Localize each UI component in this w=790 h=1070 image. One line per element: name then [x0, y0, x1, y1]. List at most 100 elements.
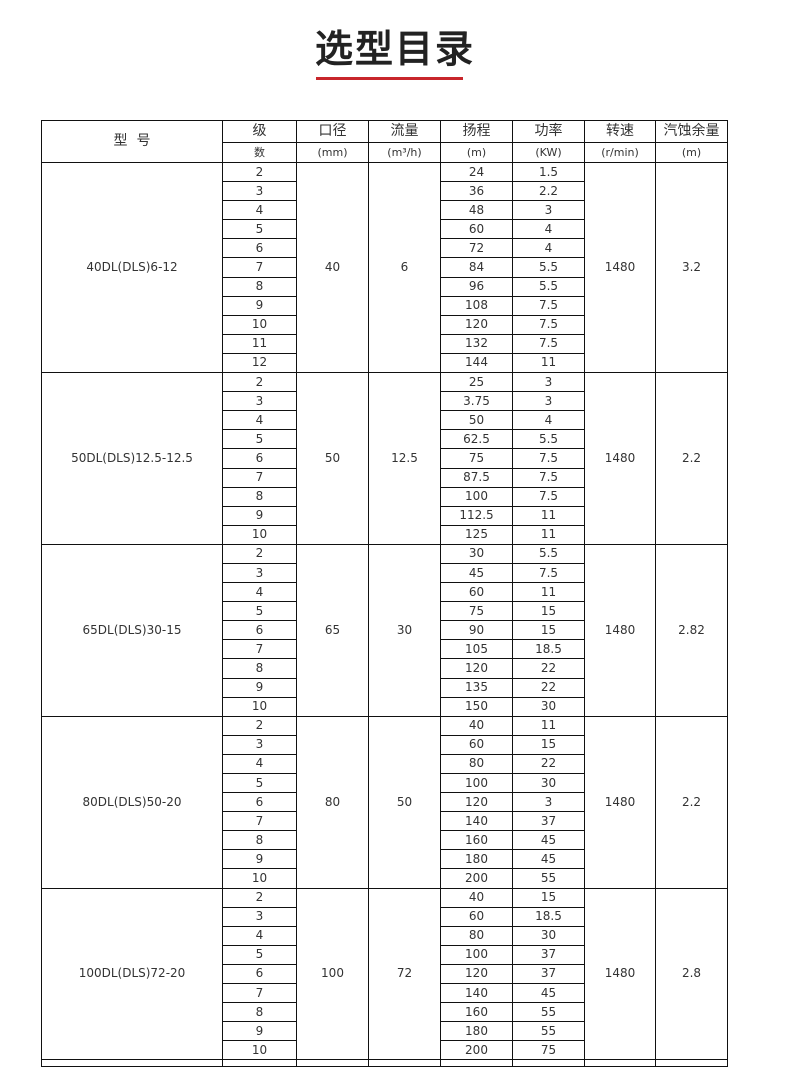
head-cell: 40: [440, 887, 513, 908]
power-cell: 1.5: [512, 161, 585, 183]
power-cell: 4: [512, 410, 585, 431]
stages-cell: 2: [222, 161, 297, 183]
table-row: 4 48 3: [42, 200, 728, 221]
model-cell: 40DL(DLS)6-12: [41, 161, 223, 374]
head-cell: 135: [440, 677, 513, 698]
head-cell: 90: [440, 620, 513, 641]
speed-cell: 1480: [584, 161, 656, 374]
header-diameter: 口径: [296, 120, 369, 143]
head-cell: 144: [440, 352, 513, 374]
table-row: 7 140 37: [42, 811, 728, 832]
power-cell: 22: [512, 677, 585, 698]
speed-cell: 1480: [584, 715, 656, 889]
stages-cell: 4: [222, 925, 297, 946]
power-cell: 55: [512, 868, 585, 889]
head-cell: 80: [440, 925, 513, 946]
speed-cell: 1480: [584, 887, 656, 1061]
head-cell: 25: [440, 372, 513, 393]
title-underline: [316, 77, 463, 80]
stages-cell: 8: [222, 486, 297, 507]
flow-cell: 12.5: [368, 372, 441, 545]
head-cell: 180: [440, 849, 513, 870]
model-cell: 65DL(DLS)30-15: [41, 543, 223, 717]
power-cell: 45: [512, 849, 585, 870]
power-cell: 11: [512, 715, 585, 736]
table-row: 40DL(DLS)6-12 2 40 6 24 1.5 1480 3.2: [41, 161, 728, 374]
power-cell: 5.5: [512, 429, 585, 450]
stages-cell: 3: [222, 391, 297, 412]
power-cell: 45: [512, 983, 585, 1004]
stages-cell: 5: [222, 219, 297, 240]
power-cell: 4: [512, 238, 585, 259]
stages-cell: 5: [222, 429, 297, 450]
head-cell: 60: [440, 906, 513, 927]
head-cell: 180: [440, 1021, 513, 1042]
stages-cell: 8: [222, 830, 297, 851]
diameter-cell: 40: [296, 161, 369, 374]
head-cell: 96: [440, 276, 513, 297]
npsh-cell: 2.82: [655, 543, 728, 717]
head-cell: 48: [440, 200, 513, 221]
diameter-cell: 65: [296, 543, 369, 717]
power-cell: 15: [512, 601, 585, 622]
empty-cell: [512, 1059, 585, 1068]
flow-cell: 72: [368, 887, 441, 1061]
diameter-cell: 50: [296, 372, 369, 545]
head-cell: 120: [440, 963, 513, 985]
empty-cell: [222, 1059, 297, 1068]
head-cell: 60: [440, 734, 513, 755]
table-row: 9 180 55: [42, 1021, 728, 1042]
power-cell: 5.5: [512, 276, 585, 297]
empty-cell: [655, 1059, 728, 1068]
table-row: 3 36 2.2: [42, 181, 728, 202]
stages-cell: 7: [222, 983, 297, 1004]
power-cell: 7.5: [512, 448, 585, 469]
model-cell: 100DL(DLS)72-20: [41, 887, 223, 1061]
head-cell: 125: [440, 524, 513, 545]
stages-cell: 9: [222, 849, 297, 870]
empty-cell: [440, 1059, 513, 1068]
head-cell: 24: [440, 161, 513, 183]
table-row-cutoff: [41, 1059, 728, 1068]
table-row: 4 60 11: [42, 582, 728, 603]
flow-cell: 6: [368, 161, 441, 374]
power-cell: 3: [512, 372, 585, 393]
power-cell: 18.5: [512, 639, 585, 660]
power-cell: 7.5: [512, 467, 585, 488]
head-cell: 140: [440, 983, 513, 1004]
head-cell: 75: [440, 601, 513, 622]
empty-cell: [368, 1059, 441, 1068]
stages-cell: 4: [222, 753, 297, 775]
power-cell: 7.5: [512, 314, 585, 335]
table-row: 8 100 7.5: [42, 486, 728, 507]
power-cell: 11: [512, 524, 585, 545]
empty-cell: [41, 1059, 223, 1068]
power-cell: 11: [512, 352, 585, 374]
head-cell: 50: [440, 410, 513, 431]
head-cell: 100: [440, 772, 513, 794]
power-cell: 30: [512, 772, 585, 794]
unit-diameter: (mm): [296, 142, 369, 163]
table-row: 6 120 37: [42, 963, 728, 985]
stages-cell: 10: [222, 696, 297, 717]
head-cell: 200: [440, 868, 513, 889]
stages-cell: 6: [222, 448, 297, 469]
table-row: 3 3.75 3: [42, 391, 728, 412]
head-cell: 60: [440, 582, 513, 603]
table-row: 5 62.5 5.5: [42, 429, 728, 450]
header-stages: 级: [222, 120, 297, 143]
head-cell: 160: [440, 830, 513, 851]
unit-npsh: (m): [655, 142, 728, 163]
power-cell: 5.5: [512, 543, 585, 564]
power-cell: 7.5: [512, 295, 585, 316]
head-cell: 80: [440, 753, 513, 775]
power-cell: 15: [512, 620, 585, 641]
power-cell: 30: [512, 696, 585, 717]
table-row: 3 45 7.5: [42, 562, 728, 584]
stages-cell: 4: [222, 410, 297, 431]
head-cell: 30: [440, 543, 513, 564]
head-cell: 62.5: [440, 429, 513, 450]
head-cell: 87.5: [440, 467, 513, 488]
power-cell: 7.5: [512, 562, 585, 584]
stages-cell: 10: [222, 1040, 297, 1061]
